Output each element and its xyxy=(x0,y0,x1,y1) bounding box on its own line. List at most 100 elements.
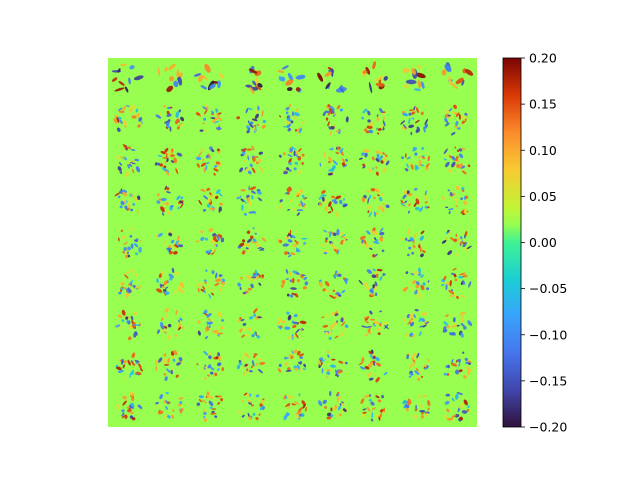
filter-blob xyxy=(325,117,329,121)
filter-blob xyxy=(290,294,294,298)
filter-blob xyxy=(249,86,255,95)
filter-blob xyxy=(139,239,143,242)
filter-blob xyxy=(130,360,135,367)
filter-blob xyxy=(426,287,430,291)
filter-blob xyxy=(220,398,224,402)
filter-blob xyxy=(447,250,453,256)
filter-blob xyxy=(368,194,372,200)
filter-blob xyxy=(113,117,118,124)
filter-blob xyxy=(361,196,366,203)
filter-blob xyxy=(405,407,409,412)
filter-blob xyxy=(321,316,325,319)
filter-blob xyxy=(241,414,245,418)
filter-blob xyxy=(369,361,374,367)
filter-blob xyxy=(303,241,307,245)
filter-blob xyxy=(422,324,427,328)
filter-blob xyxy=(129,235,133,238)
filter-blob xyxy=(298,127,302,134)
filter-blob xyxy=(118,81,125,86)
filter-blob xyxy=(413,187,418,191)
filter-blob xyxy=(373,374,377,377)
filter-blob xyxy=(407,193,413,197)
filter-blob xyxy=(173,251,178,255)
filter-blob xyxy=(291,403,296,406)
filter-blob xyxy=(132,202,136,206)
filter-cell-r6-c4 xyxy=(237,269,265,296)
filter-blob xyxy=(404,200,408,204)
filter-blob xyxy=(330,242,335,249)
filter-blob xyxy=(197,330,201,336)
filter-blob xyxy=(243,392,248,396)
filter-blob xyxy=(238,327,243,332)
filter-blob xyxy=(443,321,449,327)
filter-blob xyxy=(207,285,210,288)
filter-blob xyxy=(344,361,348,365)
filter-blob xyxy=(411,251,414,255)
filter-blob xyxy=(123,247,127,254)
filter-blob xyxy=(448,289,455,295)
filter-blob xyxy=(365,320,369,324)
filter-blob xyxy=(239,167,244,173)
filter-blob xyxy=(211,193,216,197)
filter-blob xyxy=(255,110,258,113)
filter-blob xyxy=(379,409,384,413)
filter-blob xyxy=(300,237,308,240)
filter-cell-r3-c5 xyxy=(278,146,305,175)
filter-blob xyxy=(174,118,180,125)
colorbar-ticks: 0.20 0.15 0.10 0.05 0.00 −0.05 −0.10 −0.15 −0.20 xyxy=(521,51,567,435)
filter-blob xyxy=(162,353,167,357)
filter-blob xyxy=(282,125,288,128)
filter-blob xyxy=(368,399,373,402)
filter-blob xyxy=(168,401,171,404)
filter-blob xyxy=(246,368,250,375)
heatmap-cells xyxy=(111,61,474,422)
filter-blob xyxy=(156,200,161,204)
filter-blob xyxy=(443,148,448,155)
filter-blob xyxy=(213,234,217,241)
filter-blob xyxy=(410,131,413,136)
filter-blob xyxy=(208,400,214,406)
filter-blob xyxy=(129,391,135,397)
filter-blob xyxy=(403,124,407,129)
filter-blob xyxy=(453,273,457,278)
filter-blob xyxy=(375,413,379,419)
filter-blob xyxy=(375,273,379,279)
filter-blob xyxy=(458,361,461,367)
filter-blob xyxy=(241,151,246,155)
filter-blob xyxy=(456,163,460,168)
filter-blob xyxy=(209,395,214,399)
filter-blob xyxy=(358,279,363,285)
filter-blob xyxy=(448,210,451,215)
filter-blob xyxy=(165,286,169,289)
filter-blob xyxy=(323,229,328,233)
filter-blob xyxy=(359,366,366,370)
filter-blob xyxy=(409,237,415,242)
filter-blob xyxy=(218,72,224,79)
filter-blob xyxy=(408,281,411,285)
filter-cell-r2-c7 xyxy=(361,107,386,135)
filter-blob xyxy=(209,406,213,410)
filter-blob xyxy=(207,374,211,377)
filter-blob xyxy=(424,123,429,129)
filter-blob xyxy=(205,269,208,272)
filter-cell-r1-c5 xyxy=(277,65,306,93)
filter-blob xyxy=(179,200,184,204)
filter-blob xyxy=(251,195,254,200)
filter-blob xyxy=(203,109,208,115)
filter-blob xyxy=(443,158,447,161)
filter-blob xyxy=(284,326,291,330)
filter-blob xyxy=(170,160,175,163)
filter-blob xyxy=(408,162,412,166)
filter-blob xyxy=(462,351,465,354)
filter-blob xyxy=(333,160,338,165)
filter-blob xyxy=(165,406,168,411)
filter-blob xyxy=(237,282,242,287)
filter-blob xyxy=(236,364,241,370)
filter-blob xyxy=(457,237,460,241)
filter-blob xyxy=(214,372,218,376)
filter-blob xyxy=(301,161,304,165)
filter-blob xyxy=(450,237,455,241)
filter-blob xyxy=(130,411,135,414)
filter-blob xyxy=(330,205,334,212)
filter-blob xyxy=(132,324,139,326)
